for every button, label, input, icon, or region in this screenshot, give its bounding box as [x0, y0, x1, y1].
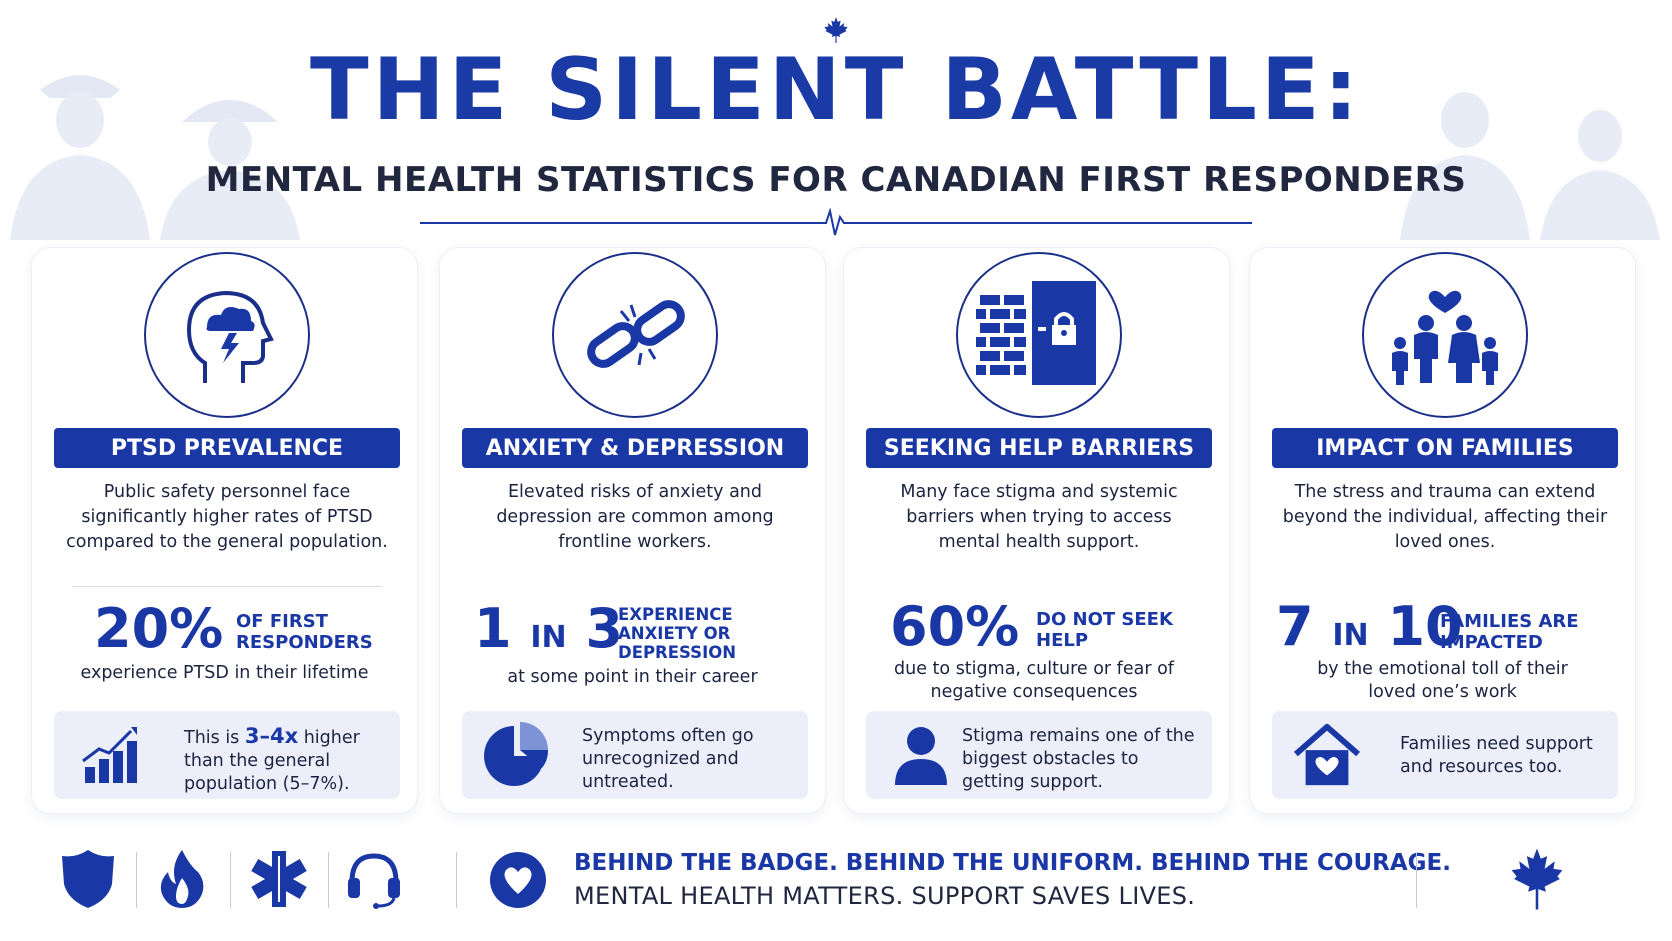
- flame-icon: [160, 850, 204, 908]
- stat-value: 7 IN 10: [1276, 597, 1463, 666]
- stat-sub: by the emotional toll of their loved one…: [1317, 659, 1568, 702]
- stat-sub: due to stigma, culture or fear of negati…: [894, 659, 1174, 702]
- note-box: Symptoms often go unrecognized and untre…: [462, 711, 808, 799]
- card-description: Elevated risks of anxiety and depression…: [496, 482, 774, 552]
- footer-message: MENTAL HEALTH MATTERS. SUPPORT SAVES LIV…: [574, 882, 1196, 910]
- footer-tagline: BEHIND THE BADGE. BEHIND THE UNIFORM. BE…: [574, 850, 1451, 876]
- head-storm-icon: [144, 252, 310, 418]
- stat-num-1: 7: [1276, 595, 1314, 658]
- stat-cards: PTSD PREVALENCE Public safety personnel …: [32, 248, 1640, 813]
- card-barriers: SEEKING HELP BARRIERS Many face stigma a…: [844, 248, 1229, 813]
- maple-leaf-icon: [1511, 848, 1563, 910]
- firefighter-silhouette-icon: [160, 100, 300, 240]
- stat-num-2: 3: [585, 597, 624, 660]
- broken-chain-icon: [552, 252, 718, 418]
- stat-sub: at some point in their career: [507, 667, 758, 687]
- brick-wall-lock-icon: [956, 252, 1122, 418]
- stat-value: 60%: [890, 595, 1020, 658]
- stat-num-1: 1: [474, 597, 512, 660]
- card-heading: IMPACT ON FAMILIES: [1272, 428, 1618, 468]
- card-families: IMPACT ON FAMILIES The stress and trauma…: [1250, 248, 1635, 813]
- stat-in: IN: [530, 620, 567, 655]
- stat-block: 7 IN 10 FAMILIES ARE IMPACTED: [1250, 593, 1635, 669]
- stat-sub: experience PTSD in their lifetime: [80, 663, 369, 683]
- card-description: The stress and trauma can extend beyond …: [1282, 482, 1608, 552]
- footer-separator: [136, 852, 137, 908]
- heartbeat-divider: [420, 208, 1252, 236]
- note-box: This is 3–4x higher than the general pop…: [54, 711, 400, 799]
- paramedic-silhouette-icon: [1400, 92, 1530, 240]
- family-heart-icon: [1362, 252, 1528, 418]
- page-subtitle: MENTAL HEALTH STATISTICS FOR CANADIAN FI…: [205, 160, 1467, 200]
- stat-num-2: 10: [1387, 595, 1463, 658]
- note-prefix: This is: [184, 728, 245, 748]
- card-heading: SEEKING HELP BARRIERS: [866, 428, 1212, 468]
- police-badge-icon: [62, 850, 114, 908]
- page-title: THE SILENT BATTLE:: [309, 40, 1363, 140]
- header: THE SILENT BATTLE: MENTAL HEALTH STATIST…: [0, 0, 1672, 240]
- stat-label: DO NOT SEEK HELP: [1036, 609, 1173, 651]
- note-text: Stigma remains one of the biggest obstac…: [962, 726, 1195, 792]
- stat-in: IN: [1332, 618, 1369, 653]
- stat-label: OF FIRST RESPONDERS: [236, 611, 373, 653]
- card-description: Many face stigma and systemic barriers w…: [900, 482, 1178, 552]
- dispatcher-silhouette-icon: [1540, 110, 1660, 240]
- card-description: Public safety personnel face significant…: [66, 482, 388, 552]
- star-of-life-icon: [251, 851, 307, 907]
- stat-block: 20% OF FIRST RESPONDERS: [32, 593, 417, 669]
- stat-value: 20%: [94, 597, 224, 660]
- card-heading: PTSD PREVALENCE: [54, 428, 400, 468]
- note-text: This is 3–4x higher than the general pop…: [184, 725, 384, 796]
- footer-separator: [230, 852, 231, 908]
- police-silhouette-icon: [10, 75, 150, 240]
- stat-block: 60% DO NOT SEEK HELP: [844, 593, 1229, 669]
- pie-chart-icon: [482, 722, 552, 787]
- stat-block: 1 IN 3 EXPERIENCE ANXIETY OR DEPRESSION: [440, 593, 825, 669]
- stat-value: 1 IN 3: [474, 599, 623, 668]
- footer-separator: [328, 852, 329, 908]
- card-ptsd: PTSD PREVALENCE Public safety personnel …: [32, 248, 417, 813]
- footer-separator: [1416, 852, 1417, 908]
- card-anxiety: ANXIETY & DEPRESSION Elevated risks of a…: [440, 248, 825, 813]
- house-heart-icon: [1292, 723, 1362, 787]
- note-text: Families need support and resources too.: [1400, 734, 1593, 777]
- footer: BEHIND THE BADGE. BEHIND THE UNIFORM. BE…: [0, 830, 1672, 930]
- person-icon: [886, 723, 956, 787]
- divider: [72, 586, 382, 587]
- headset-icon: [348, 853, 400, 909]
- bar-chart-growth-icon: [74, 723, 144, 787]
- note-highlight: 3–4x: [244, 724, 299, 748]
- maple-leaf-icon: [824, 17, 848, 43]
- note-text: Symptoms often go unrecognized and untre…: [582, 726, 754, 792]
- stat-label: EXPERIENCE ANXIETY OR DEPRESSION: [618, 605, 737, 662]
- footer-separator: [456, 852, 457, 908]
- note-box: Families need support and resources too.: [1272, 711, 1618, 799]
- card-heading: ANXIETY & DEPRESSION: [462, 428, 808, 468]
- stat-label: FAMILIES ARE IMPACTED: [1440, 611, 1579, 653]
- heart-icon: [490, 852, 546, 908]
- note-suffix: higher than the general population (5–7%…: [184, 728, 360, 794]
- note-box: Stigma remains one of the biggest obstac…: [866, 711, 1212, 799]
